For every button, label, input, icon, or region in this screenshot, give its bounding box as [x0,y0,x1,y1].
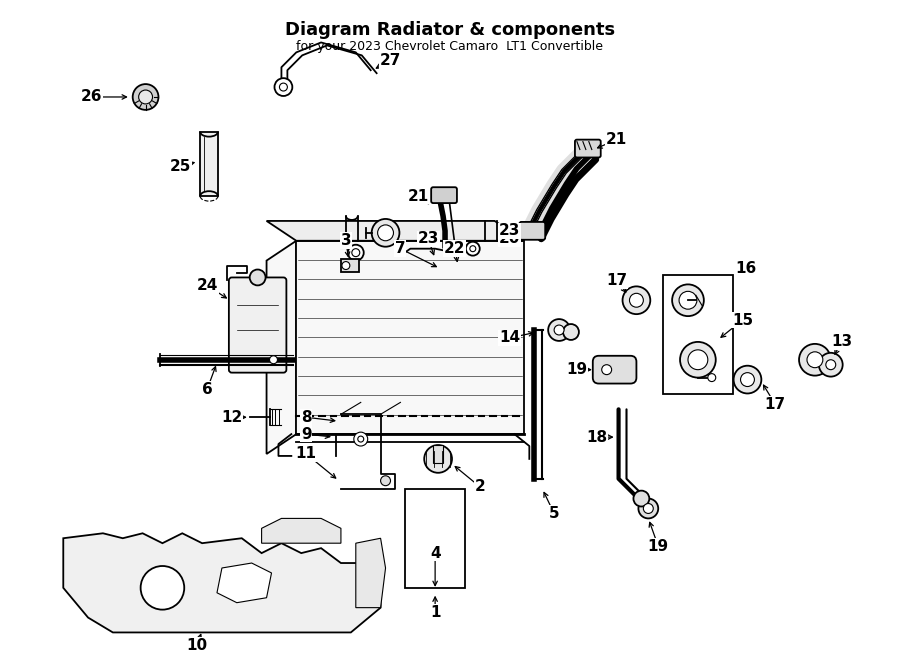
Text: 23: 23 [499,223,520,239]
FancyBboxPatch shape [575,139,600,157]
Circle shape [638,498,658,518]
Text: 18: 18 [586,430,608,445]
Text: 23: 23 [418,231,439,247]
Circle shape [358,436,364,442]
Circle shape [741,373,754,387]
Polygon shape [217,563,272,603]
Circle shape [672,284,704,316]
Text: 3: 3 [340,233,351,249]
Bar [296,241,525,434]
Text: 21: 21 [606,132,627,147]
Circle shape [734,366,761,393]
Circle shape [424,445,452,473]
Text: 13: 13 [831,334,852,350]
Text: 25: 25 [169,159,191,174]
Text: 15: 15 [732,313,753,328]
Text: 9: 9 [301,426,311,442]
Circle shape [352,249,360,256]
Text: 19: 19 [566,362,588,377]
Circle shape [707,373,716,381]
Circle shape [623,286,651,314]
Circle shape [372,219,400,247]
Circle shape [807,352,823,368]
Polygon shape [266,221,525,241]
Circle shape [381,476,391,486]
Circle shape [378,225,393,241]
Circle shape [354,432,368,446]
Polygon shape [356,538,385,607]
FancyBboxPatch shape [519,222,545,240]
Circle shape [274,78,292,96]
Polygon shape [266,241,296,454]
Text: 21: 21 [408,188,429,204]
Bar [341,258,359,272]
FancyBboxPatch shape [229,278,286,373]
Text: Diagram Radiator & components: Diagram Radiator & components [285,20,615,38]
Circle shape [132,84,158,110]
Text: 6: 6 [202,382,212,397]
Circle shape [140,566,184,609]
Circle shape [826,360,836,369]
Text: for your 2023 Chevrolet Camaro  LT1 Convertible: for your 2023 Chevrolet Camaro LT1 Conve… [296,40,604,54]
Text: 2: 2 [474,479,485,494]
FancyBboxPatch shape [593,356,636,383]
Text: 22: 22 [445,241,465,256]
Text: 27: 27 [380,53,401,68]
Circle shape [269,356,277,364]
Circle shape [799,344,831,375]
Bar [405,488,465,588]
Circle shape [819,353,842,377]
Circle shape [554,325,564,335]
Text: 8: 8 [301,410,311,425]
Text: 5: 5 [549,506,560,521]
Text: 24: 24 [196,278,218,293]
Circle shape [342,262,350,270]
Circle shape [279,83,287,91]
Text: 20: 20 [499,231,520,247]
Circle shape [680,292,697,309]
Polygon shape [63,533,381,633]
Text: 17: 17 [765,397,786,412]
Polygon shape [262,518,341,543]
Circle shape [688,350,707,369]
Text: 26: 26 [80,89,102,104]
Circle shape [644,504,653,514]
Circle shape [470,246,476,252]
Text: 16: 16 [735,261,756,276]
Circle shape [139,90,152,104]
Circle shape [563,324,579,340]
Bar [663,276,733,395]
Circle shape [348,245,364,260]
Text: 10: 10 [186,638,208,653]
Circle shape [629,293,643,307]
Text: 19: 19 [648,539,669,554]
Text: 14: 14 [499,330,520,346]
Text: 12: 12 [221,410,242,425]
Text: 17: 17 [606,273,627,288]
Text: 11: 11 [296,446,317,461]
Bar [433,445,443,463]
Text: 7: 7 [395,241,406,256]
Text: 4: 4 [430,545,440,561]
Circle shape [249,270,266,286]
Circle shape [548,319,570,341]
Bar [200,132,218,196]
FancyBboxPatch shape [431,187,457,203]
Circle shape [602,365,612,375]
Circle shape [466,242,480,256]
Circle shape [680,342,716,377]
Text: 1: 1 [430,605,440,620]
Circle shape [634,490,649,506]
